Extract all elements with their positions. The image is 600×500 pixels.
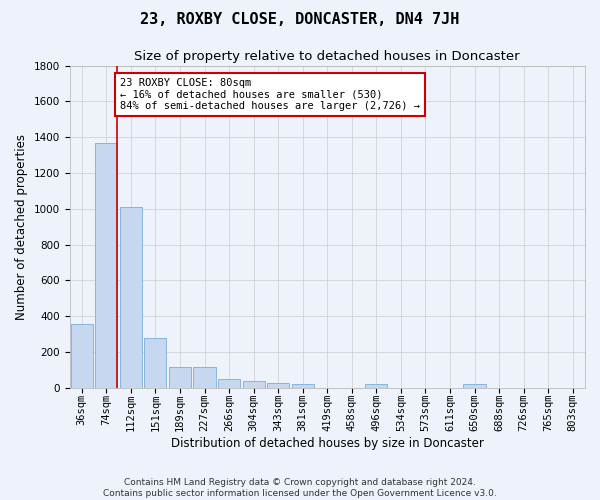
Bar xyxy=(120,207,142,388)
X-axis label: Distribution of detached houses by size in Doncaster: Distribution of detached houses by size … xyxy=(171,437,484,450)
Y-axis label: Number of detached properties: Number of detached properties xyxy=(15,134,28,320)
Bar xyxy=(267,382,289,388)
Text: 23 ROXBY CLOSE: 80sqm
← 16% of detached houses are smaller (530)
84% of semi-det: 23 ROXBY CLOSE: 80sqm ← 16% of detached … xyxy=(120,78,420,112)
Bar xyxy=(292,384,314,388)
Bar xyxy=(242,382,265,388)
Bar xyxy=(145,338,166,388)
Text: Contains HM Land Registry data © Crown copyright and database right 2024.
Contai: Contains HM Land Registry data © Crown c… xyxy=(103,478,497,498)
Bar xyxy=(95,142,118,388)
Bar xyxy=(365,384,388,388)
Bar xyxy=(463,384,485,388)
Bar xyxy=(169,367,191,388)
Bar xyxy=(71,324,93,388)
Bar xyxy=(193,367,215,388)
Title: Size of property relative to detached houses in Doncaster: Size of property relative to detached ho… xyxy=(134,50,520,63)
Bar xyxy=(218,379,240,388)
Text: 23, ROXBY CLOSE, DONCASTER, DN4 7JH: 23, ROXBY CLOSE, DONCASTER, DN4 7JH xyxy=(140,12,460,28)
